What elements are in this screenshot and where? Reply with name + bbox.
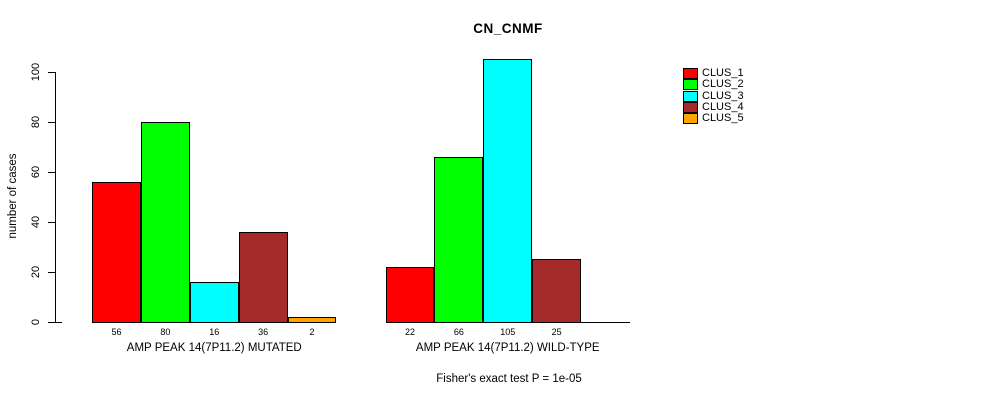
legend: CLUS_1 CLUS_2 CLUS_3 CLUS_4 CLUS_5	[683, 67, 744, 125]
legend-swatch	[683, 102, 698, 114]
bar	[385, 266, 435, 323]
legend-label: CLUS_4	[702, 101, 744, 114]
y-axis-tick	[48, 271, 55, 273]
y-axis-tick-label: 40	[30, 215, 42, 228]
legend-swatch	[683, 113, 698, 125]
legend-item: CLUS_3	[683, 89, 744, 102]
bar	[287, 316, 337, 323]
bar-value-label: 2	[309, 327, 315, 337]
group-axis-label: AMP PEAK 14(7P11.2) MUTATED	[126, 342, 302, 354]
bar-zero-line	[581, 322, 630, 323]
bar-value-label: 36	[258, 327, 269, 337]
y-axis-tick-label: 0	[30, 318, 42, 326]
legend-label: CLUS_1	[702, 67, 744, 80]
bar	[483, 59, 533, 323]
bar-value-label: 22	[404, 327, 415, 337]
legend-item: CLUS_4	[683, 101, 744, 114]
y-axis-tick	[48, 221, 55, 223]
bar	[92, 181, 141, 323]
bar	[532, 259, 582, 323]
y-axis-tick-label: 80	[30, 115, 42, 128]
bar	[140, 121, 190, 323]
legend-label: CLUS_3	[702, 89, 744, 102]
bar	[238, 231, 288, 323]
legend-item: CLUS_1	[683, 67, 744, 80]
y-axis-tick	[48, 121, 55, 123]
y-axis-tick-label: 20	[30, 265, 42, 279]
y-axis-tick-label: 60	[30, 165, 42, 178]
legend-swatch	[683, 90, 698, 102]
legend-label: CLUS_5	[702, 112, 744, 125]
y-axis-tick	[48, 71, 55, 73]
y-axis-tick	[48, 171, 55, 173]
legend-item: CLUS_2	[683, 78, 744, 91]
bar-value-label: 66	[453, 327, 464, 337]
bar-value-label: 105	[500, 327, 516, 337]
chart-title: CN_CNMF	[473, 21, 543, 36]
legend-label: CLUS_2	[702, 78, 744, 91]
y-axis-tick	[48, 322, 55, 323]
y-axis-tick-label: 100	[30, 62, 42, 81]
y-axis-label: number of cases	[7, 153, 19, 239]
group-axis-label: AMP PEAK 14(7P11.2) WILD-TYPE	[415, 342, 600, 354]
bar-value-label: 16	[209, 327, 220, 337]
footnote: Fisher's exact test P = 1e-05	[436, 373, 582, 385]
legend-item: CLUS_5	[683, 112, 744, 125]
bar-value-label: 80	[160, 327, 171, 337]
bar-value-label: 25	[551, 327, 562, 337]
legend-swatch	[683, 79, 698, 91]
bar	[434, 156, 484, 323]
bar	[189, 281, 239, 323]
y-axis-line	[55, 71, 56, 323]
legend-swatch	[683, 68, 698, 80]
bar-value-label: 56	[111, 327, 122, 337]
x-axis-stub	[53, 322, 62, 323]
